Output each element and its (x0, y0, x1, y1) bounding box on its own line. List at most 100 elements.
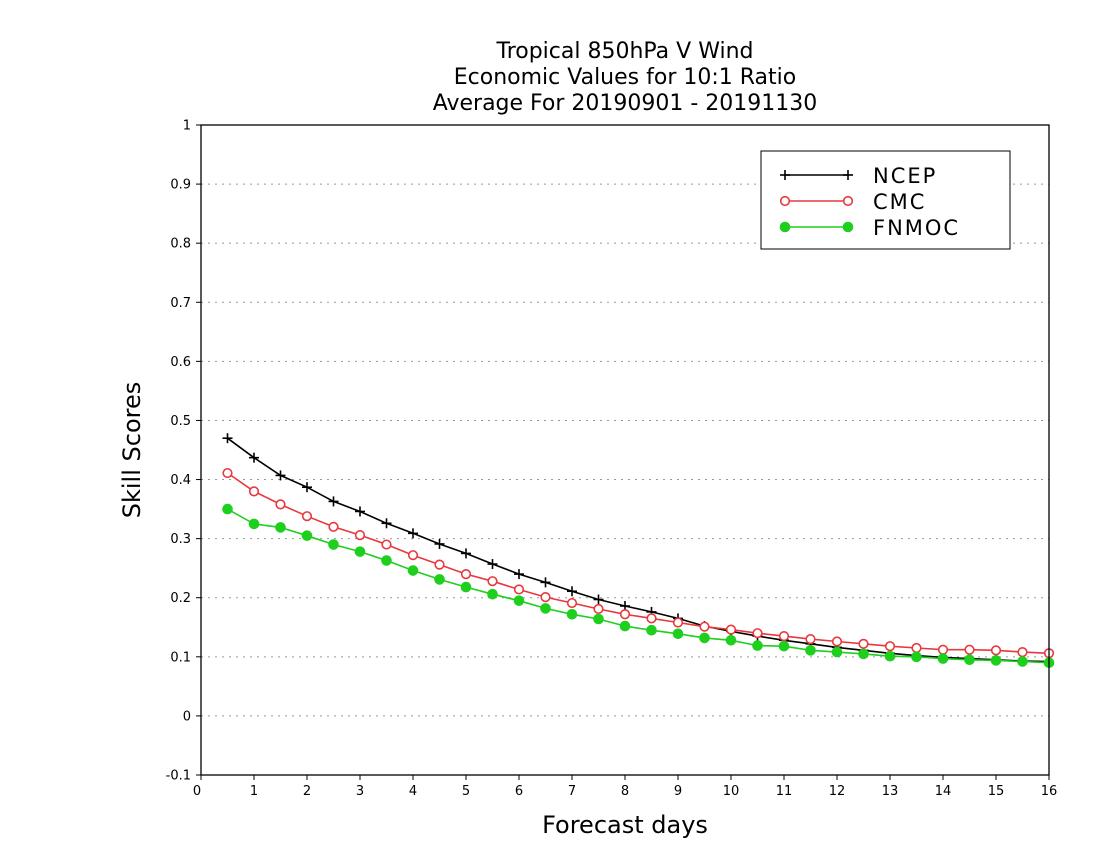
y-tick-label: 0.5 (170, 414, 191, 429)
data-point-fnmoc (752, 640, 763, 651)
data-point-fnmoc (540, 603, 551, 614)
chart-title-line: Tropical 850hPa V Wind (495, 39, 753, 64)
data-point-fnmoc (831, 646, 843, 658)
data-point-cmc (301, 511, 313, 522)
x-tick-label: 10 (723, 784, 740, 799)
data-point-cmc (328, 521, 339, 532)
data-point-ncep (434, 538, 445, 549)
x-tick-label: 9 (674, 784, 682, 799)
data-point-cmc (1017, 646, 1028, 658)
data-point-ncep (461, 548, 471, 559)
legend-label: NCEP (873, 164, 937, 188)
data-point-fnmoc (805, 645, 816, 656)
data-point-ncep (567, 586, 577, 597)
data-point-ncep (381, 518, 392, 529)
data-point-cmc (460, 568, 472, 580)
legend-marker (779, 195, 791, 207)
data-point-fnmoc (778, 640, 790, 652)
data-point-cmc (619, 609, 631, 620)
data-point-ncep (302, 482, 312, 493)
gridlines (201, 183, 1049, 717)
x-tick-label: 3 (356, 784, 364, 799)
x-tick-label: 1 (250, 784, 258, 799)
data-point-fnmoc (937, 653, 949, 664)
data-point-fnmoc (964, 654, 975, 666)
legend-marker (842, 195, 854, 207)
series-layer (222, 433, 1055, 669)
data-point-ncep (514, 569, 524, 580)
data-point-fnmoc (858, 648, 869, 660)
data-point-cmc (646, 613, 657, 624)
data-point-fnmoc (911, 651, 922, 663)
data-point-cmc (540, 592, 551, 603)
data-point-fnmoc (725, 634, 737, 646)
legend-marker (843, 170, 853, 180)
data-point-fnmoc (884, 650, 896, 662)
data-point-cmc (831, 636, 843, 647)
data-point-fnmoc (593, 613, 604, 625)
data-point-cmc (354, 529, 366, 541)
data-point-cmc (752, 628, 763, 639)
data-point-cmc (911, 642, 922, 654)
data-point-ncep (328, 496, 339, 507)
data-point-fnmoc (434, 574, 445, 585)
y-tick-label: 0.3 (170, 532, 191, 547)
data-point-fnmoc (328, 539, 339, 550)
data-point-fnmoc (248, 518, 260, 530)
legend-marker (780, 170, 790, 180)
data-point-ncep (355, 506, 365, 517)
x-tick-label: 14 (935, 784, 952, 799)
x-tick-label: 7 (568, 784, 576, 799)
x-tick-label: 16 (1041, 784, 1058, 799)
data-point-ncep (540, 577, 551, 588)
data-point-cmc (222, 467, 233, 479)
data-point-fnmoc (513, 595, 525, 606)
data-point-cmc (884, 641, 896, 652)
data-point-ncep (249, 452, 259, 463)
y-tick-label: 0.6 (170, 355, 191, 370)
y-tick-label: 0.1 (170, 650, 191, 665)
x-tick-label: 6 (515, 784, 523, 799)
data-point-fnmoc (354, 546, 366, 557)
y-axis-label: Skill Scores (118, 382, 146, 519)
data-point-fnmoc (407, 565, 419, 576)
legend-marker (842, 221, 854, 233)
legend-label: FNMOC (873, 216, 960, 240)
data-point-cmc (275, 499, 286, 510)
data-point-cmc (937, 644, 949, 655)
x-tick-label: 12 (829, 784, 846, 799)
y-tick-label: 0.2 (170, 591, 191, 606)
data-point-ncep (222, 433, 233, 444)
data-point-cmc (248, 486, 260, 497)
x-axis: 0 1 2 3 4 5 6 7 8 9 10 11 12 13 14 15 16 (193, 775, 1057, 799)
data-point-fnmoc (672, 628, 684, 640)
y-tick-label: 1 (183, 119, 191, 134)
data-point-cmc (566, 597, 578, 609)
data-point-cmc (434, 559, 445, 570)
legend-marker (779, 221, 791, 233)
legend-box (760, 150, 1011, 250)
data-point-ncep (275, 470, 286, 481)
y-tick-label: 0.4 (170, 473, 191, 488)
y-tick-label: 0.9 (170, 178, 191, 193)
y-tick-label: 0.7 (170, 296, 191, 311)
data-point-fnmoc (275, 522, 286, 533)
data-point-cmc (990, 645, 1002, 656)
x-tick-label: 4 (409, 784, 417, 799)
y-axis: -0.1 0 0.1 0.2 0.3 0.4 0.5 0.6 0.7 0.8 0.9 1 (166, 119, 201, 784)
legend-item-cmc: CMC (779, 190, 924, 214)
data-point-fnmoc (646, 624, 657, 636)
data-point-cmc (672, 617, 684, 628)
x-tick-label: 5 (462, 784, 470, 799)
data-point-fnmoc (1017, 656, 1028, 667)
legend-item-ncep: NCEP (780, 164, 937, 188)
series-cmc (222, 467, 1055, 659)
data-point-fnmoc (990, 655, 1002, 666)
data-point-fnmoc (381, 555, 392, 566)
series-fnmoc (222, 503, 1055, 669)
chart-title-line: Average For 20190901 - 20191130 (433, 91, 818, 116)
data-point-fnmoc (566, 608, 578, 620)
y-tick-label: 0 (183, 709, 191, 724)
